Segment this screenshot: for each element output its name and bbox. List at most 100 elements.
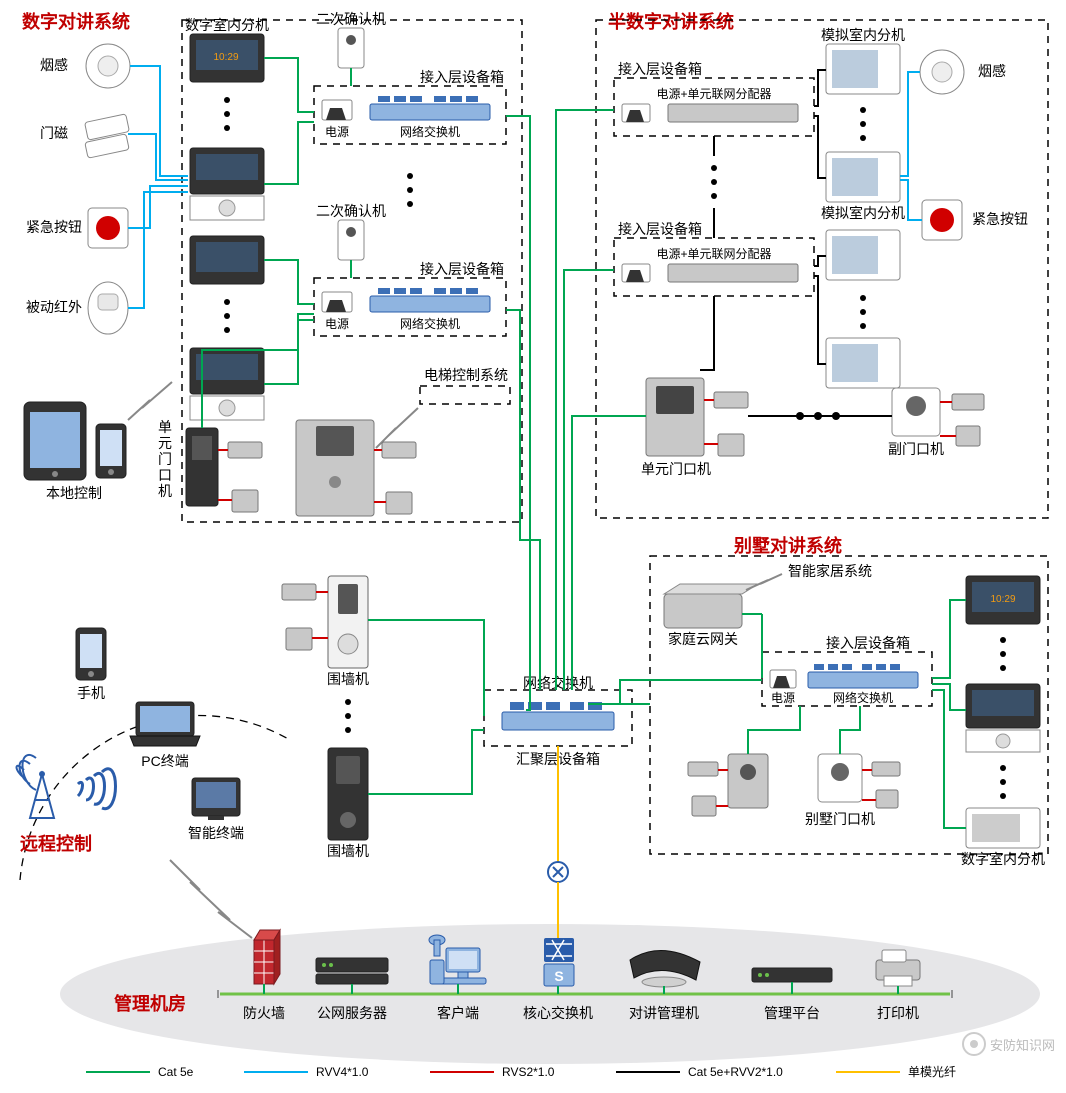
svg-text:10:29: 10:29	[990, 594, 1015, 605]
villa-accessbox: 接入层设备箱 电源 网络交换机	[762, 635, 932, 706]
firewall-label: 防火墙	[243, 1005, 285, 1021]
svg-text:Cat 5e: Cat 5e	[158, 1065, 194, 1079]
smoke-icon-r	[920, 50, 964, 94]
firewall-icon	[254, 930, 280, 984]
pubserver-label: 公网服务器	[317, 1005, 387, 1021]
svg-text:网络交换机: 网络交换机	[400, 124, 460, 139]
accessbox-2: 接入层设备箱 电源 网络交换机	[314, 261, 506, 336]
villa-title: 别墅对讲系统	[733, 535, 842, 556]
localctrl-label: 本地控制	[46, 485, 102, 501]
confirm2-2	[338, 220, 364, 260]
villadoor-2	[818, 754, 900, 808]
confirm2-1	[338, 28, 364, 68]
unitdoor-h-label: 单元门口机	[641, 461, 711, 477]
svg-text:电源: 电源	[325, 317, 349, 331]
elevator-label: 电梯控制系统	[424, 367, 508, 383]
digitalindoor-1: 10:29	[190, 34, 264, 82]
client-label: 客户端	[437, 1005, 479, 1021]
analogindoor-4	[826, 338, 900, 388]
homegw-label: 家庭云网关	[668, 631, 738, 647]
legend: Cat 5e RVV4*1.0 RVS2*1.0 Cat 5e+RVV2*1.0…	[86, 1065, 956, 1079]
smarthome-label: 智能家居系统	[788, 563, 872, 579]
svg-text:接入层设备箱: 接入层设备箱	[826, 635, 910, 651]
smoke-label-l: 烟感	[40, 57, 68, 73]
emergency-label-r: 紧急按钮	[972, 211, 1028, 227]
wallstation2-label: 围墙机	[327, 843, 369, 859]
svg-text:安防知识网: 安防知识网	[990, 1038, 1055, 1053]
svg-text:电源+单元联网分配器: 电源+单元联网分配器	[656, 247, 771, 261]
phone-icon	[76, 628, 106, 680]
accessbox-1: 接入层设备箱 电源 网络交换机	[314, 69, 506, 144]
villadoor-label: 别墅门口机	[805, 811, 875, 827]
smartterm-label: 智能终端	[188, 825, 244, 841]
villa-indoor-2	[966, 684, 1040, 752]
homegw-icon	[664, 584, 758, 628]
unitdoor-label: 单元门口机	[158, 419, 172, 499]
unitdoor-semi	[646, 378, 748, 456]
semibox-1: 接入层设备箱 电源+单元联网分配器	[614, 61, 814, 136]
svg-text:电源: 电源	[325, 125, 349, 139]
smoke-icon-l	[86, 44, 130, 88]
svg-text:S: S	[554, 968, 563, 984]
mgmtroom-title: 管理机房	[114, 993, 186, 1014]
svg-text:接入层设备箱: 接入层设备箱	[420, 261, 504, 277]
svg-text:RVS2*1.0: RVS2*1.0	[502, 1065, 555, 1079]
localctrl-tablet	[24, 402, 86, 480]
emergency-label-l: 紧急按钮	[26, 219, 82, 235]
localctrl-phone	[96, 424, 126, 478]
broadcast-tower-icon	[17, 755, 55, 818]
digitalindoor-3	[190, 236, 264, 284]
svg-text:单模光纤: 单模光纤	[908, 1065, 956, 1079]
analogindoor-2	[826, 152, 900, 202]
doorcontact-icon	[85, 114, 130, 158]
digitalindoor-2	[190, 148, 264, 220]
svg-text:接入层设备箱: 接入层设备箱	[618, 221, 702, 237]
confirm2-label-2: 二次确认机	[316, 203, 386, 219]
vdots-wall	[345, 699, 351, 733]
pir-icon	[88, 282, 128, 334]
analogindoor-3	[826, 230, 900, 280]
printer-label: 打印机	[877, 1005, 919, 1021]
wallstation-2	[328, 748, 368, 840]
wallstation-1	[282, 576, 368, 668]
wifi-icon	[78, 769, 116, 809]
subdoor-label: 副门口机	[888, 441, 944, 457]
smoke-label-r: 烟感	[978, 63, 1006, 79]
svg-text:网络交换机: 网络交换机	[833, 690, 893, 705]
mgmtplatform-icon	[752, 968, 832, 982]
doorcontact-label: 门磁	[40, 125, 68, 141]
analogindoor-1	[826, 44, 900, 94]
digitalindoor-label: 数字室内分机	[185, 17, 269, 33]
remote-title: 远程控制	[20, 833, 92, 854]
pir-label: 被动红外	[26, 299, 82, 315]
mgmtplatform-label: 管理平台	[764, 1005, 820, 1021]
svg-text:接入层设备箱: 接入层设备箱	[618, 61, 702, 77]
fiber-ring	[548, 862, 568, 882]
svg-text:接入层设备箱: 接入层设备箱	[420, 69, 504, 85]
confirm2-label-1: 二次确认机	[316, 11, 386, 27]
villa-indoor-1: 10:29	[966, 576, 1040, 624]
subdoor	[892, 388, 984, 446]
pc-laptop-icon	[130, 702, 200, 746]
svg-text:电源: 电源	[771, 691, 795, 705]
villa-indoor-3	[966, 808, 1040, 848]
svg-text:Cat 5e+RVV2*1.0: Cat 5e+RVV2*1.0	[688, 1065, 783, 1079]
svg-text:RVV4*1.0: RVV4*1.0	[316, 1065, 369, 1079]
coreswitch-icon: S	[544, 938, 574, 986]
phone-label: 手机	[77, 685, 105, 701]
svg-text:10:29: 10:29	[213, 52, 238, 63]
pubserver-icon	[316, 958, 388, 984]
analogindoor-label-mid: 模拟室内分机	[821, 205, 905, 221]
digital-title: 数字对讲系统	[22, 11, 130, 32]
emergency-icon-l	[88, 208, 128, 248]
intercommgr-label: 对讲管理机	[629, 1005, 699, 1021]
remote-zig	[170, 860, 252, 938]
svg-text:网络交换机: 网络交换机	[400, 316, 460, 331]
wallstation1-label: 围墙机	[327, 671, 369, 687]
villa-indoor-label: 数字室内分机	[961, 851, 1045, 867]
smartterm-icon	[192, 778, 240, 820]
agg-netswitch-label: 网络交换机	[523, 675, 593, 691]
semidigital-title: 半数字对讲系统	[608, 11, 734, 32]
emergency-icon-r	[922, 200, 962, 240]
pc-label: PC终端	[141, 753, 188, 769]
